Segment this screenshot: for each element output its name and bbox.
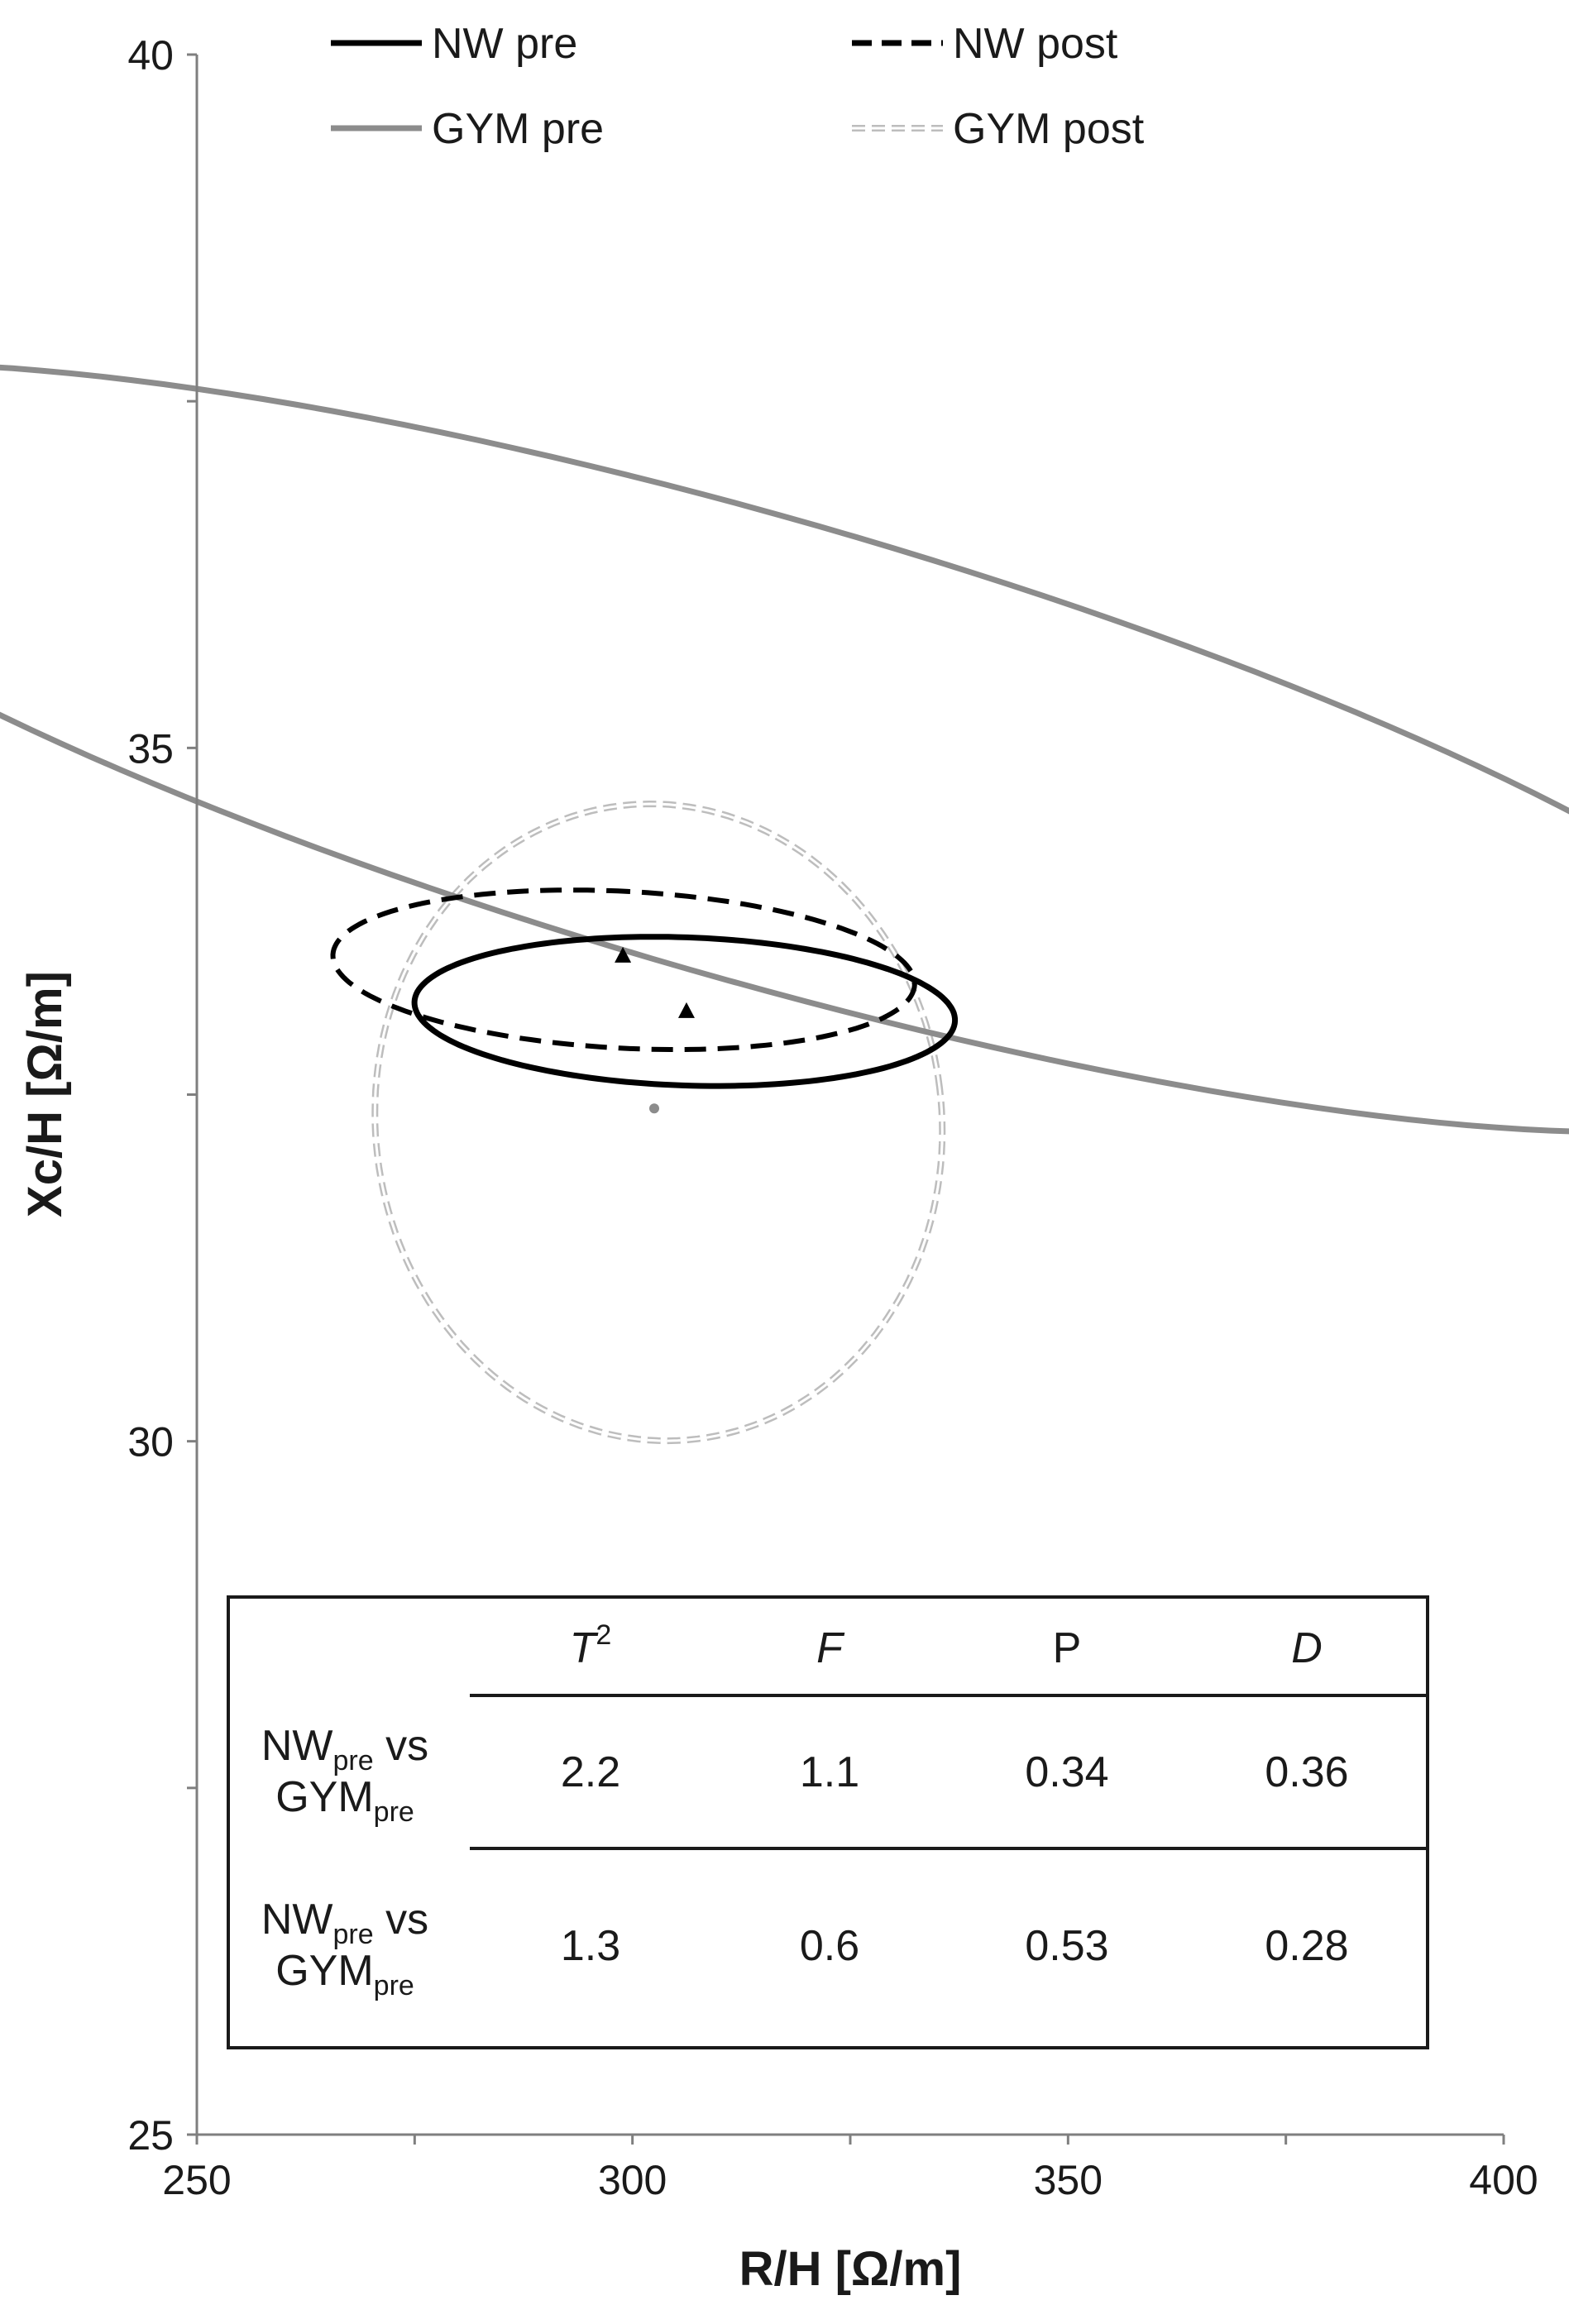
table-row-label-line2: GYMpre [275, 1947, 414, 2001]
legend-label: NW pre [432, 20, 577, 68]
legend-item-gym-pre: GYM pre [331, 105, 604, 153]
centroid-marker-2 [677, 1002, 695, 1018]
table-cell: 0.34 [1025, 1748, 1108, 1796]
table-cell: 0.36 [1265, 1748, 1348, 1796]
table-row-label-line1: NWpre vs [261, 1722, 428, 1776]
legend-item-gym-post: GYM post [852, 105, 1145, 153]
table-cell: 1.3 [561, 1922, 620, 1970]
legend-item-nw-post: NW post [852, 20, 1118, 68]
ellipse-nw-post [330, 887, 917, 1052]
x-tick-label: 250 [162, 2157, 231, 2203]
legend-label: GYM post [953, 105, 1145, 153]
legend: NW pre NW post GYM pre GYM post [331, 20, 1145, 153]
table-row-label-line2: GYMpre [275, 1773, 414, 1828]
y-tick-label: 40 [127, 32, 174, 79]
x-tick-label: 400 [1469, 2157, 1538, 2203]
ellipse-gym-post-inner [373, 802, 944, 1442]
table-header-cell: T2 [570, 1619, 612, 1672]
confidence-ellipses [0, 364, 1569, 1445]
table-cell: 2.2 [561, 1748, 620, 1796]
legend-item-nw-pre: NW pre [331, 20, 577, 68]
legend-label: GYM pre [432, 105, 604, 153]
centroid-marker-1 [615, 946, 632, 963]
y-axis-title: Xc/H [Ω/m] [18, 971, 72, 1217]
table-cell: 0.53 [1025, 1922, 1108, 1970]
x-tick-label: 350 [1034, 2157, 1103, 2203]
table-header-cell: F [816, 1624, 845, 1672]
axis-ticks: 25 30 35 40 250 300 350 400 [127, 32, 1538, 2203]
ellipse-gym-pre [0, 364, 1569, 1135]
table-frame [227, 1595, 1429, 2049]
table-cell: 0.6 [800, 1922, 859, 1970]
y-tick-label: 35 [127, 725, 174, 772]
centroid-marker-3 [649, 1103, 659, 1114]
ellipse-nw-pre [411, 934, 959, 1089]
centroid-markers [615, 946, 695, 1114]
x-tick-label: 300 [598, 2157, 667, 2203]
y-tick-label: 25 [127, 2112, 174, 2159]
table-header-cell: P [1053, 1624, 1082, 1672]
axis-labels: R/H [Ω/m] Xc/H [Ω/m] [18, 971, 961, 2296]
legend-label: NW post [953, 20, 1118, 68]
table-cell: 1.1 [800, 1748, 859, 1796]
table-cell: 0.28 [1265, 1922, 1348, 1970]
x-axis-title: R/H [Ω/m] [739, 2242, 962, 2296]
table-row-label-line1: NWpre vs [261, 1896, 428, 1950]
table-header-cell: D [1291, 1624, 1323, 1672]
y-tick-label: 30 [127, 1419, 174, 1466]
